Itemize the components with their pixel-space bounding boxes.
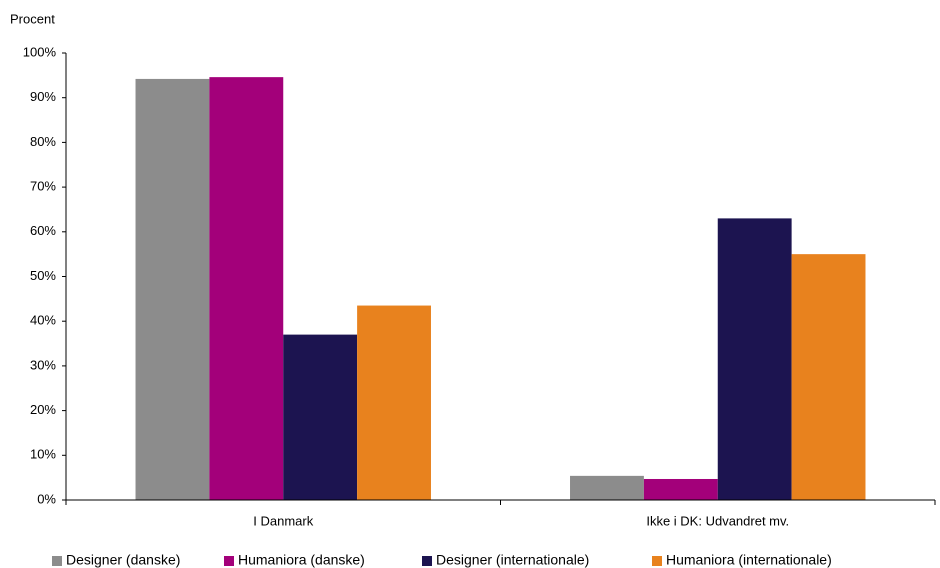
bar — [643, 478, 718, 500]
legend-swatch — [52, 556, 62, 566]
legend-label: Humaniora (internationale) — [666, 552, 832, 568]
legend-label: Designer (danske) — [66, 552, 180, 568]
bar — [357, 305, 431, 500]
y-tick-label: 20% — [30, 402, 56, 417]
y-tick-label: 100% — [23, 44, 57, 59]
y-tick-label: 90% — [30, 89, 56, 104]
legend-label: Humaniora (danske) — [238, 552, 365, 568]
y-tick-label: 40% — [30, 313, 56, 328]
y-tick-label: 80% — [30, 134, 56, 149]
bar — [209, 77, 284, 500]
bar — [791, 254, 866, 500]
y-tick-label: 0% — [37, 491, 56, 506]
y-tick-label: 10% — [30, 447, 56, 462]
legend-swatch — [224, 556, 234, 566]
y-tick-label: 70% — [30, 179, 56, 194]
legend-label: Designer (internationale) — [436, 552, 589, 568]
y-tick-label: 50% — [30, 268, 56, 283]
bar — [135, 78, 210, 501]
x-tick-label: I Danmark — [253, 513, 313, 528]
y-tick-label: 60% — [30, 223, 56, 238]
y-axis-label: Procent — [10, 11, 55, 26]
bar — [570, 475, 644, 500]
legend-swatch — [652, 556, 662, 566]
x-tick-label: Ikke i DK: Udvandret mv. — [646, 513, 789, 528]
bar — [283, 334, 358, 500]
legend-swatch — [422, 556, 432, 566]
bar — [717, 218, 792, 500]
y-tick-label: 30% — [30, 357, 56, 372]
